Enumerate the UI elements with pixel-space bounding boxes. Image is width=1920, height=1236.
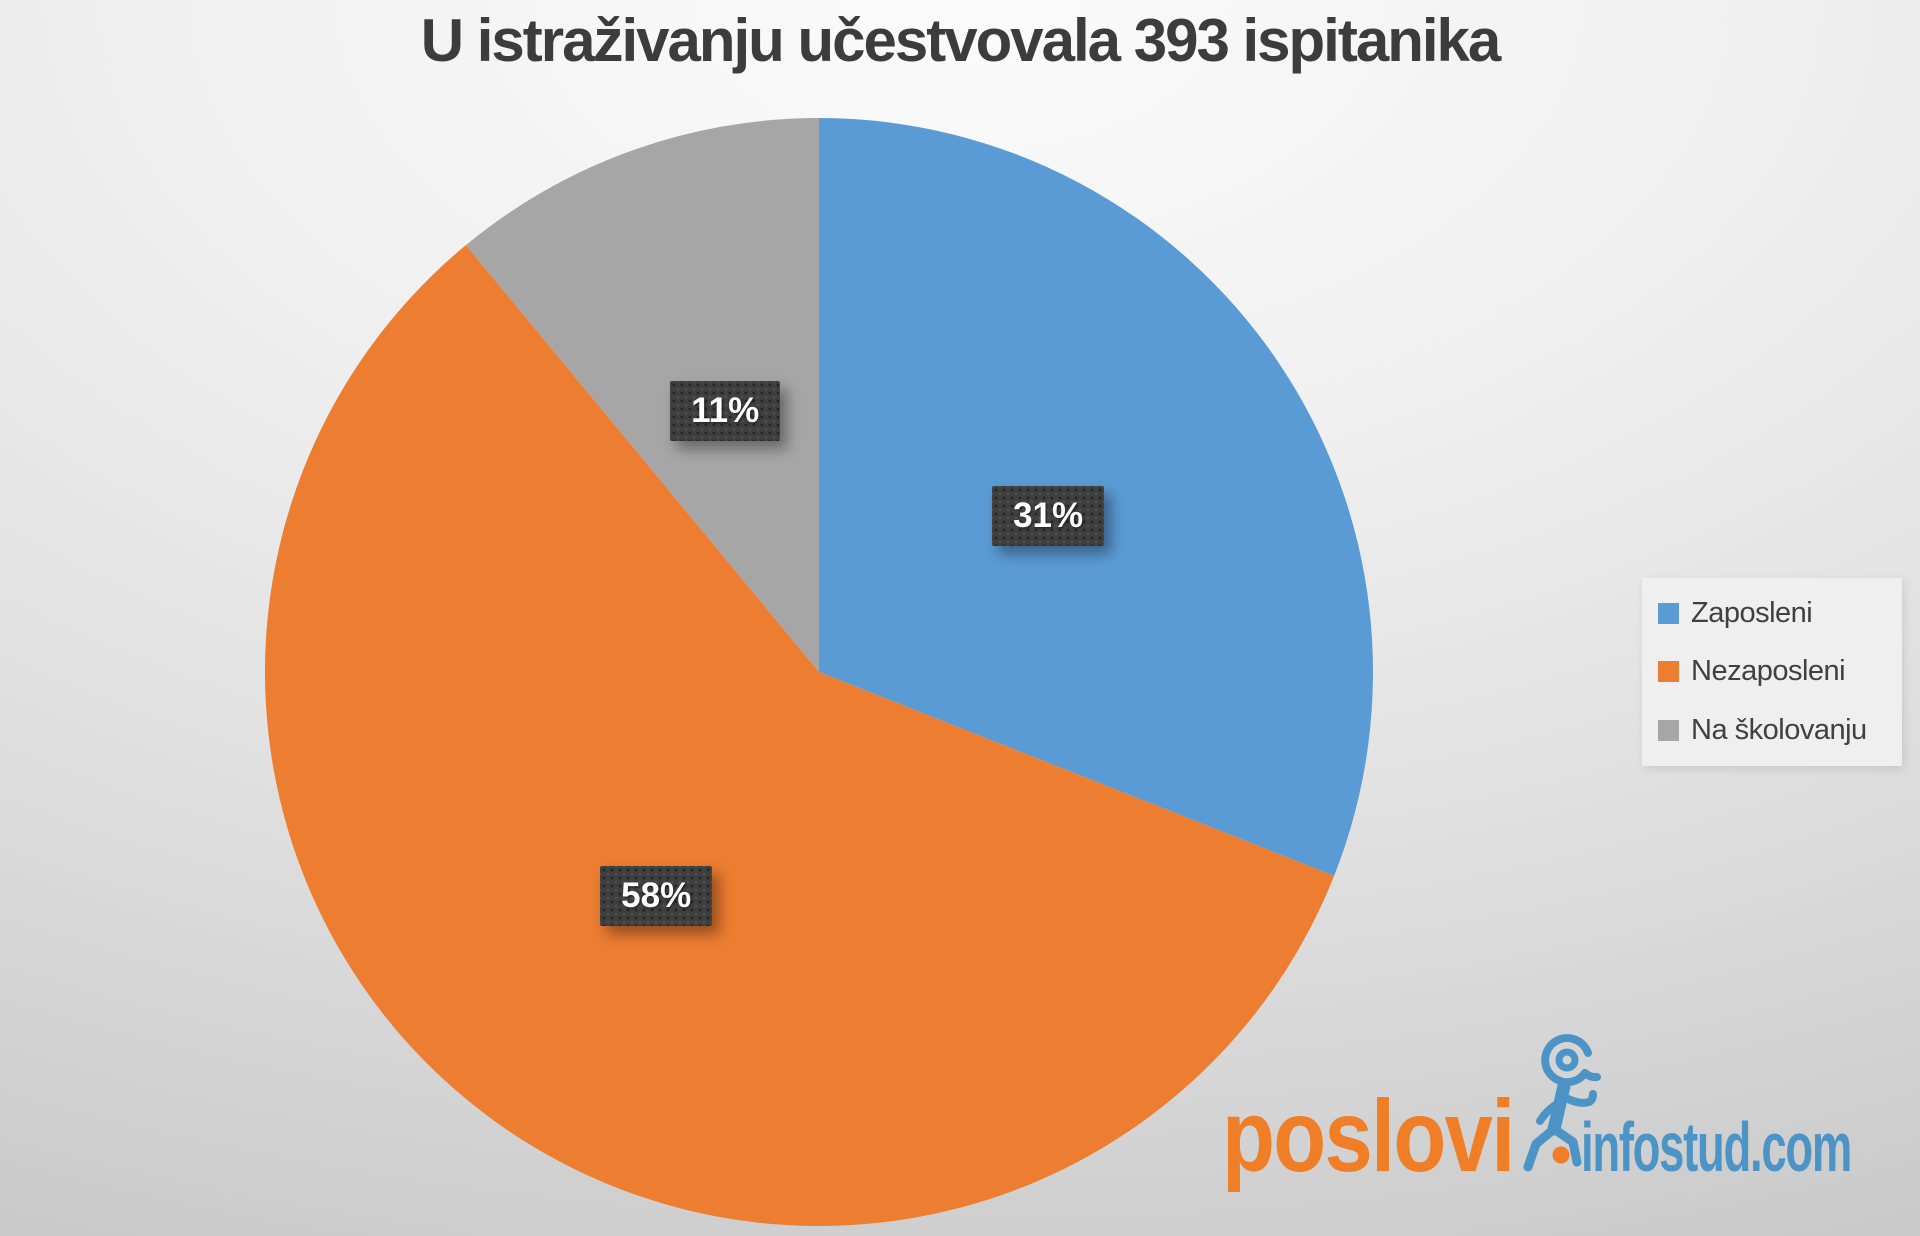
- pie-chart: [265, 118, 1373, 1226]
- figure-torso: [1547, 1079, 1571, 1136]
- figure-left-arm: [1536, 1100, 1561, 1125]
- legend-label: Na školovanju: [1691, 714, 1867, 747]
- logo-poslovi-text: poslovi: [1222, 1079, 1515, 1193]
- legend-label: Zaposleni: [1691, 596, 1813, 629]
- slice-data-label: 11%: [670, 381, 780, 441]
- legend-item-zaposleni: Zaposleni: [1658, 597, 1902, 630]
- legend-label: Nezaposleni: [1691, 655, 1846, 688]
- running-man-icon: [1523, 1034, 1601, 1172]
- at-head-outer-icon: [1541, 1034, 1592, 1087]
- chart-title: U istraživanju učestvovala 393 ispitanik…: [420, 7, 1502, 74]
- legend-item-na-skolovanju: Na školovanju: [1658, 714, 1902, 747]
- legend: Zaposleni Nezaposleni Na školovanju: [1642, 578, 1902, 766]
- pie-slice-zaposleni: [819, 118, 1373, 876]
- slice-data-label: 31%: [992, 486, 1104, 546]
- figure-right-arm: [1562, 1090, 1597, 1107]
- legend-swatch-zaposleni: [1658, 602, 1679, 624]
- slice-data-label: 58%: [600, 866, 712, 926]
- legend-swatch-na-skolovanju: [1658, 720, 1679, 742]
- legend-item-nezaposleni: Nezaposleni: [1658, 655, 1902, 688]
- legend-swatch-nezaposleni: [1658, 661, 1679, 683]
- figure-back-leg: [1549, 1124, 1582, 1167]
- figure-front-leg: [1523, 1124, 1559, 1172]
- pie-slice-na-kolovanju: [465, 118, 819, 672]
- at-head-tail-icon: [1581, 1069, 1601, 1082]
- logo-infostud-text: infostud.com: [1581, 1108, 1852, 1186]
- at-head-inner-icon: [1555, 1048, 1579, 1072]
- pie-slice-nezaposleni: [265, 245, 1335, 1226]
- orange-dot-icon: [1552, 1146, 1570, 1164]
